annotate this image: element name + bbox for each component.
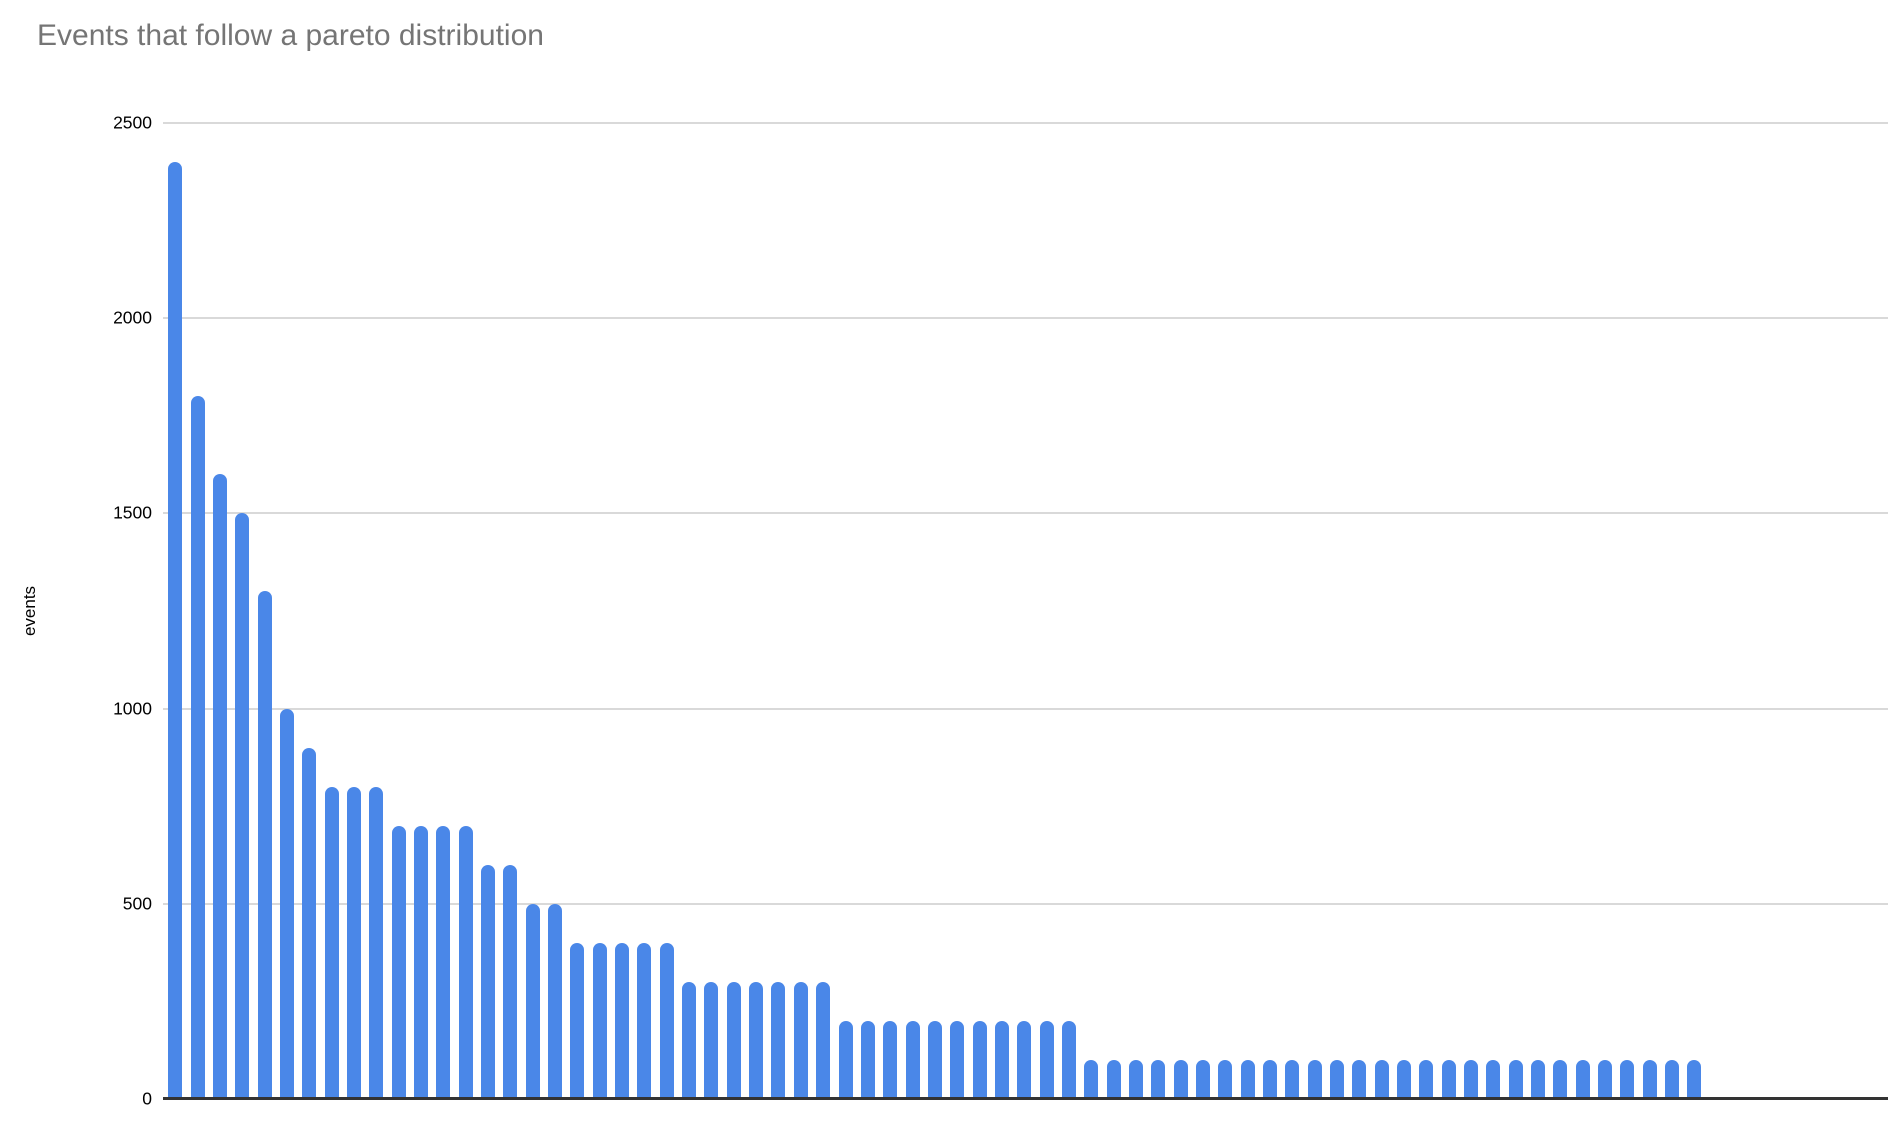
bar [838, 1020, 853, 1098]
bar [1195, 1059, 1210, 1098]
bar [950, 1020, 965, 1098]
y-tick-label: 0 [142, 1088, 152, 1109]
bar [481, 864, 496, 1098]
bar [1374, 1059, 1389, 1098]
bar [883, 1020, 898, 1098]
bar [682, 981, 697, 1098]
bar [793, 981, 808, 1098]
bar [1642, 1059, 1657, 1098]
gridline-2500 [163, 122, 1888, 124]
chart-title: Events that follow a pareto distribution [37, 19, 544, 52]
bar [1620, 1059, 1635, 1098]
bar [302, 747, 317, 1098]
bar [1307, 1059, 1322, 1098]
bar [1084, 1059, 1099, 1098]
bar [1061, 1020, 1076, 1098]
y-tick-label: 1000 [113, 698, 152, 719]
bar [212, 474, 227, 1098]
bar [1039, 1020, 1054, 1098]
bar [458, 825, 473, 1098]
gridline-1000 [163, 707, 1888, 710]
bar [324, 786, 339, 1098]
bar [257, 591, 272, 1098]
bar [235, 513, 250, 1098]
bar [771, 981, 786, 1098]
bar [190, 396, 205, 1098]
bar [659, 942, 674, 1098]
bar [1017, 1020, 1032, 1098]
y-tick-label: 1500 [113, 502, 152, 523]
bar [1508, 1059, 1523, 1098]
bar [972, 1020, 987, 1098]
bar [280, 708, 294, 1098]
bar [1128, 1059, 1143, 1098]
y-tick-label: 500 [122, 893, 152, 914]
bar [927, 1020, 942, 1098]
bar [1687, 1059, 1702, 1098]
bar [347, 786, 362, 1098]
bar [1598, 1059, 1613, 1098]
bar [1486, 1059, 1501, 1098]
x-axis-line [163, 1097, 1888, 1100]
gridline-1500 [163, 512, 1888, 515]
bar [1575, 1059, 1590, 1098]
bar [1151, 1059, 1166, 1098]
bar [1464, 1059, 1479, 1098]
bar [570, 942, 585, 1098]
bar [1441, 1059, 1456, 1098]
bar [1262, 1059, 1277, 1098]
bar [860, 1020, 875, 1098]
bar [1240, 1059, 1255, 1098]
bar [637, 942, 652, 1098]
bar [436, 825, 451, 1098]
bar [1285, 1059, 1300, 1098]
bar [704, 981, 719, 1098]
bar [503, 864, 518, 1098]
bar [1531, 1059, 1546, 1098]
bar [592, 942, 607, 1098]
bar [749, 981, 764, 1098]
bar [1352, 1059, 1367, 1098]
bar [1665, 1059, 1680, 1098]
bar [994, 1020, 1009, 1098]
bar [1218, 1059, 1233, 1098]
bar [391, 825, 406, 1098]
bar [615, 942, 630, 1098]
bar [816, 981, 831, 1098]
bar [1419, 1059, 1434, 1098]
bar [414, 825, 429, 1098]
bar [1329, 1059, 1344, 1098]
y-tick-label: 2000 [113, 307, 152, 328]
bar [168, 162, 183, 1098]
bar [1397, 1059, 1411, 1098]
bar [1173, 1059, 1188, 1098]
bar [1553, 1059, 1568, 1098]
bar [369, 786, 384, 1098]
y-tick-label: 2500 [113, 112, 152, 133]
bar [726, 981, 741, 1098]
gridline-500 [163, 902, 1888, 905]
bar [905, 1020, 920, 1098]
bar [548, 903, 563, 1098]
bar [1106, 1059, 1121, 1098]
bar [525, 903, 540, 1098]
gridline-2000 [163, 317, 1888, 320]
